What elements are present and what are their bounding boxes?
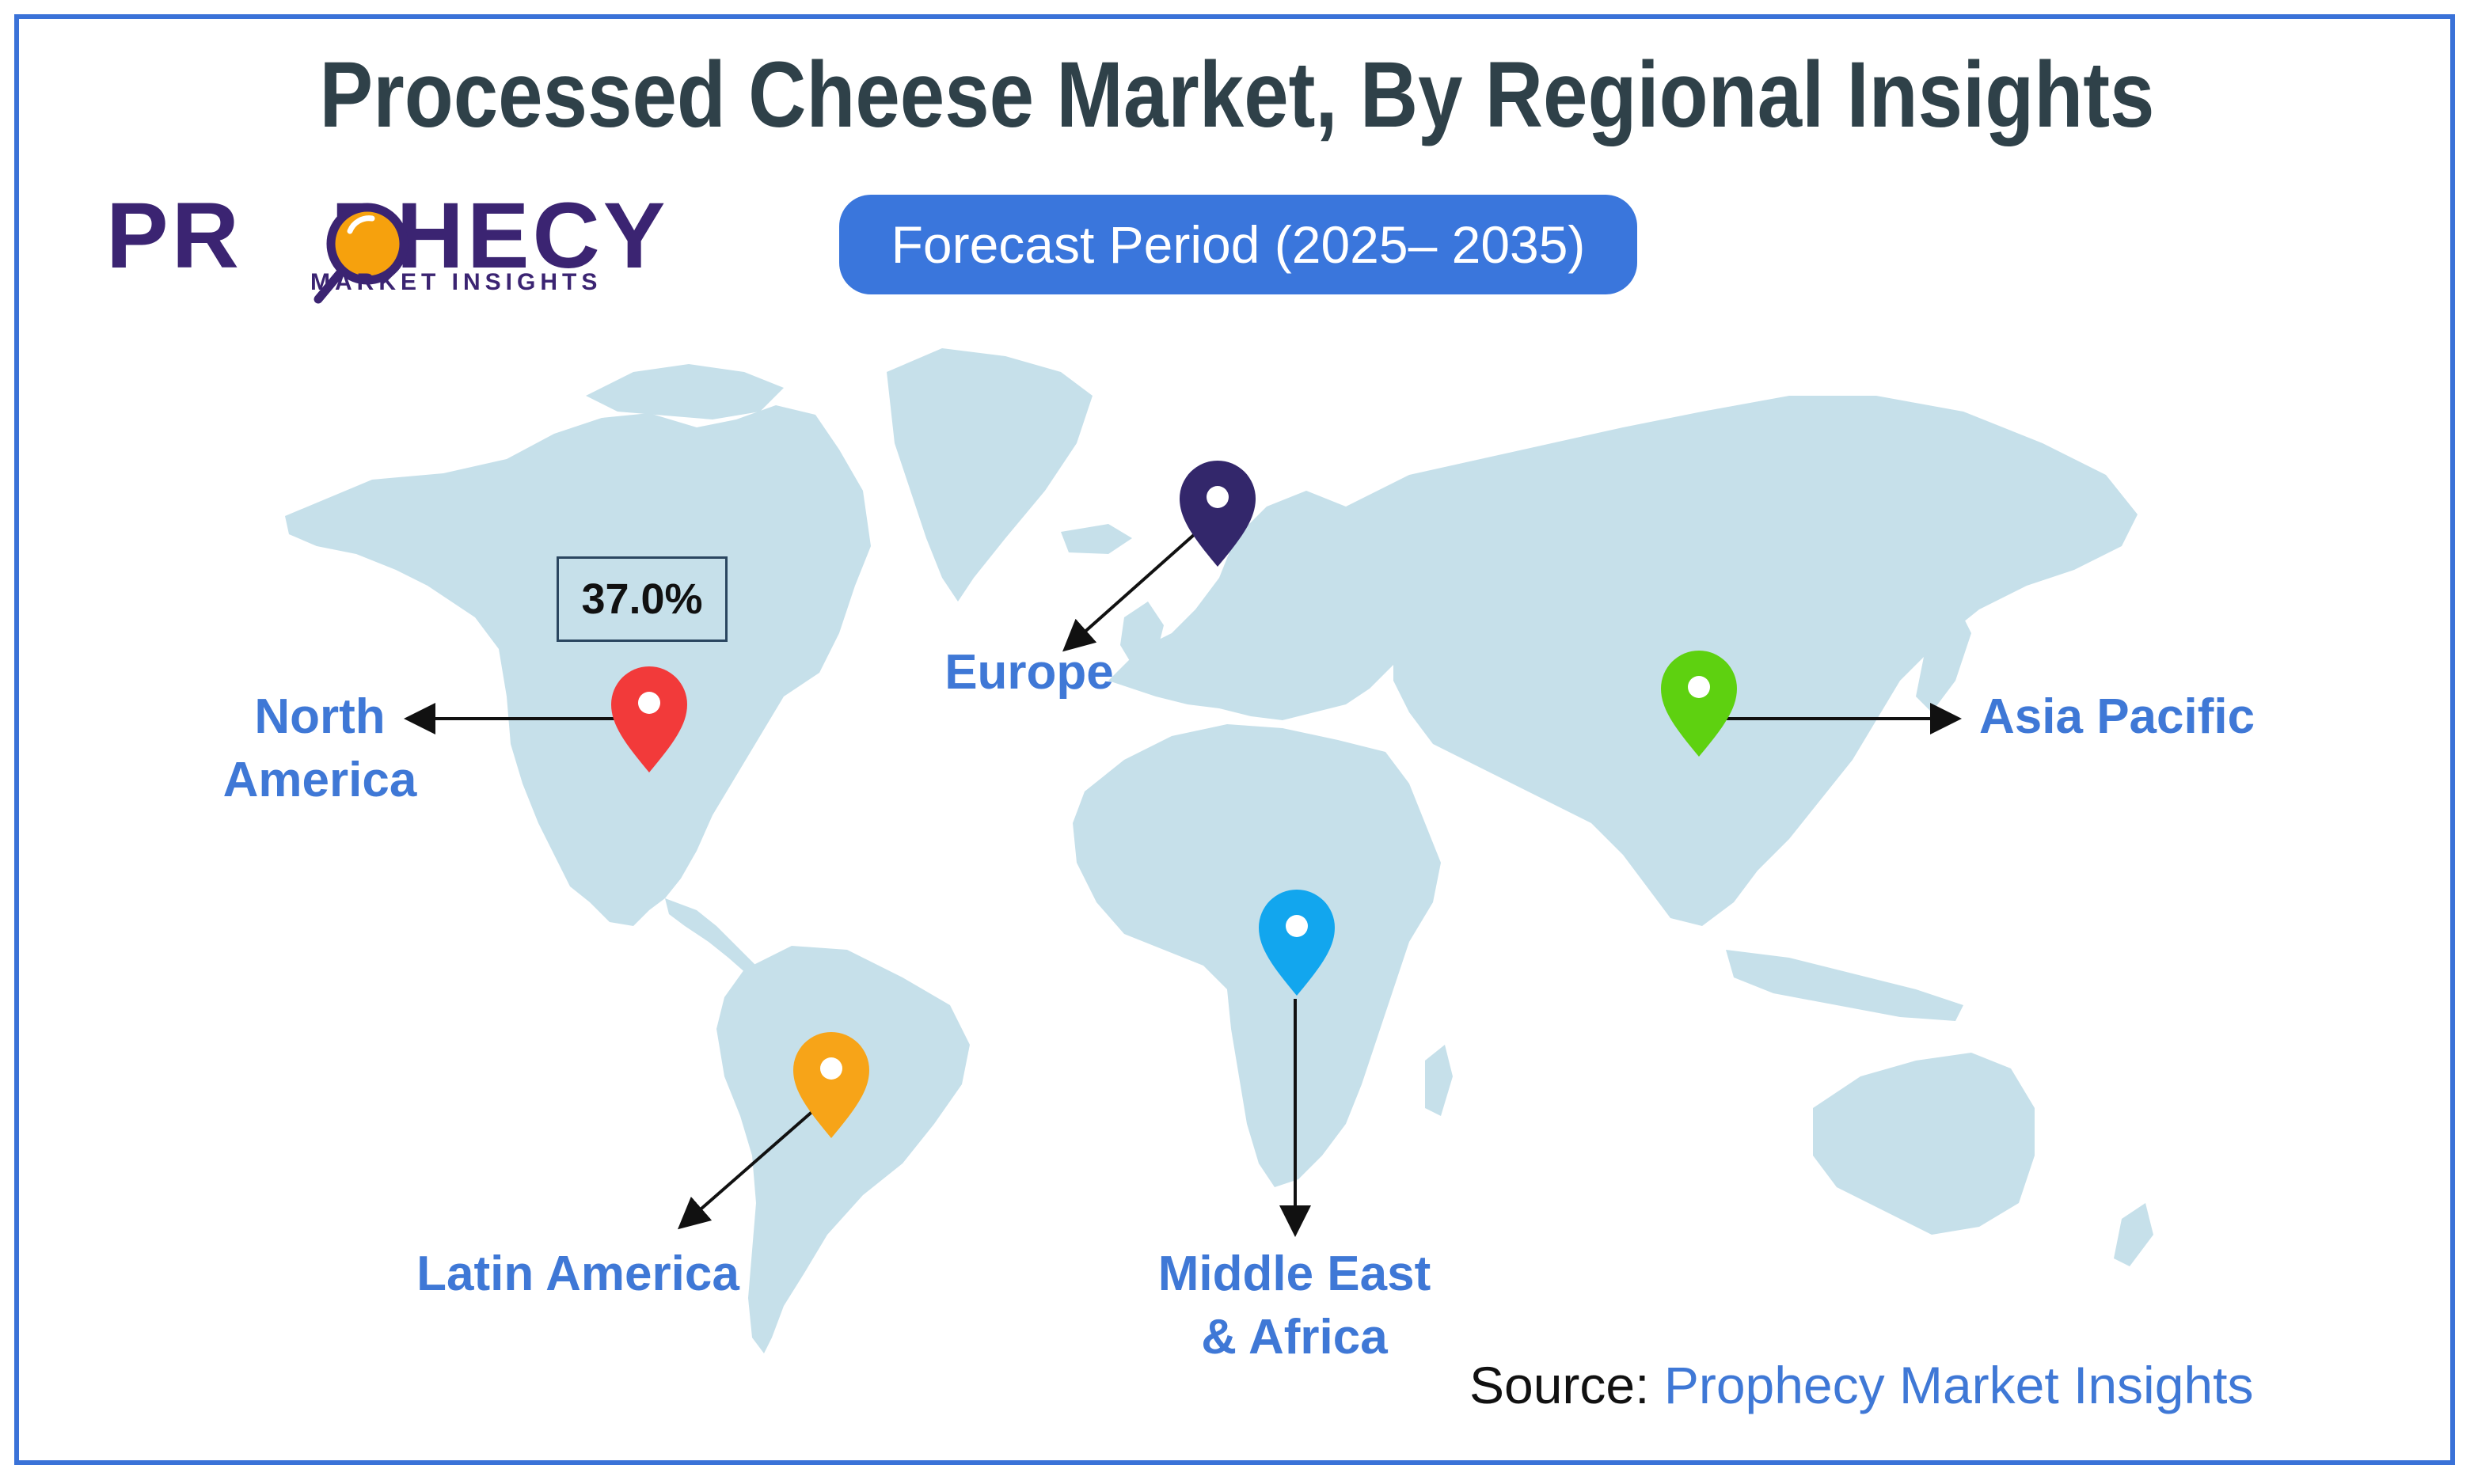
landmass-uk <box>1120 602 1164 665</box>
region-label-asia-pacific: Asia Pacific <box>1979 685 2312 749</box>
page-title: Processed Cheese Market, By Regional Ins… <box>319 43 2155 147</box>
north-america-share-box: 37.0% <box>557 556 728 642</box>
landmass-south-america <box>716 946 970 1353</box>
landmass-australia <box>1813 1053 2035 1235</box>
source-label: Source: <box>1469 1356 1650 1414</box>
map-pin-mea-icon <box>1259 890 1335 996</box>
landmass-indonesia <box>1726 950 1963 1021</box>
region-label-latin-america: Latin America <box>396 1243 760 1306</box>
region-label-mea-line2: & Africa <box>1201 1310 1388 1364</box>
map-pin-latin-america-icon <box>793 1032 869 1138</box>
logo-wordmark-start: PR <box>106 184 242 288</box>
region-label-europe-line1: Europe <box>944 645 1114 700</box>
region-label-north-america: North America <box>201 685 439 812</box>
forecast-period-badge: Forecast Period (2025– 2035) <box>839 195 1637 294</box>
arrow-latin-america <box>677 1102 823 1230</box>
landmass-asia <box>1346 396 2138 926</box>
region-label-north-america-line1: North <box>254 689 386 744</box>
region-label-mea-line1: Middle East <box>1157 1247 1431 1301</box>
logo-tagline: MARKET INSIGHTS <box>310 269 602 295</box>
region-label-mea: Middle East & Africa <box>1132 1243 1457 1369</box>
region-label-europe: Europe <box>918 641 1140 704</box>
region-label-north-america-line2: America <box>222 753 417 807</box>
landmass-japan <box>1916 602 1971 712</box>
magnifier-icon <box>314 203 409 304</box>
outer-frame <box>14 14 2455 1465</box>
region-label-asia-pacific-line1: Asia Pacific <box>1979 689 2255 744</box>
source-credit: Source: Prophecy Market Insights <box>1469 1355 2253 1415</box>
brand-logo: PR PHECY MARKET INSIGHTS <box>106 182 665 304</box>
map-pin-europe-icon <box>1180 461 1256 567</box>
landmass-new-zealand <box>2114 1203 2153 1266</box>
region-label-latin-america-line1: Latin America <box>416 1247 739 1301</box>
source-value: Prophecy Market Insights <box>1663 1356 2254 1414</box>
map-pin-asia-pacific-icon <box>1661 651 1737 757</box>
landmass-madagascar <box>1425 1045 1453 1116</box>
landmass-central-america <box>665 898 760 975</box>
map-pin-north-america-icon <box>611 666 687 772</box>
landmass-arctic-islands <box>586 364 784 419</box>
landmass-europe <box>1108 491 1417 720</box>
arrow-europe <box>1062 519 1211 652</box>
landmass-africa <box>1073 724 1441 1187</box>
landmass-north-america <box>285 405 871 926</box>
landmass-greenland <box>887 348 1093 602</box>
landmass-iceland <box>1061 524 1132 554</box>
logo-wordmark: PR PHECY <box>106 182 668 290</box>
